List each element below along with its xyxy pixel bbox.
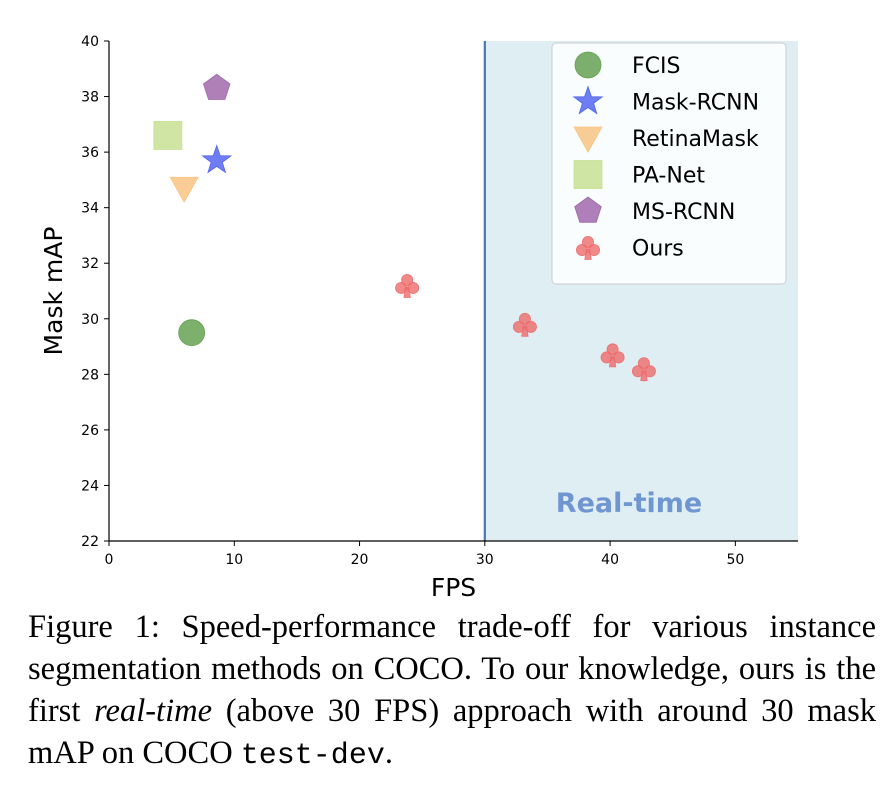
axes-layer: 0 10 20 30 40 50 22 24 26 28 30 32 34 36 38 40 FPS Mask m… <box>39 34 798 602</box>
data-point-pentagon <box>202 73 231 101</box>
x-tick-label: 40 <box>601 552 619 568</box>
y-tick-label: 36 <box>81 145 99 161</box>
legend-label: Mask-RCNN <box>632 91 759 116</box>
data-point-square <box>153 120 183 150</box>
legend-label: Ours <box>632 237 684 262</box>
caption-emphasis: real-time <box>94 693 213 729</box>
x-tick-label: 20 <box>351 552 369 568</box>
realtime-region-label: Real-time <box>556 488 702 519</box>
x-tick-label: 0 <box>105 552 114 568</box>
caption-text-3: . <box>384 735 393 771</box>
y-tick-label: 38 <box>81 90 99 106</box>
y-tick-label: 28 <box>81 367 99 383</box>
legend-label: FCIS <box>632 54 680 79</box>
legend-marker-circle <box>574 51 602 79</box>
data-point-triangle-down <box>169 176 199 203</box>
legend-label: MS-RCNN <box>632 200 735 225</box>
x-tick-label: 10 <box>225 552 243 568</box>
x-tick-label: 50 <box>726 552 744 568</box>
y-tick-label: 24 <box>81 478 99 494</box>
caption-code: test-dev <box>240 739 385 773</box>
x-axis-title: FPS <box>431 573 476 602</box>
legend: FCIS Mask-RCNN RetinaMask PA-Net MS-RCNN Ours <box>551 42 787 285</box>
y-tick-label: 40 <box>81 34 99 50</box>
speed-accuracy-chart: Real-time 0 10 20 30 40 50 22 24 26 28 30 32 34 36 38 4… <box>39 34 798 602</box>
x-tick-label: 30 <box>476 552 494 568</box>
figure-caption: Figure 1: Speed-performance trade-off fo… <box>28 606 876 777</box>
y-tick-label: 30 <box>81 312 99 328</box>
y-axis-title: Mask mAP <box>39 227 68 356</box>
y-tick-label: 32 <box>81 256 99 272</box>
data-point-star <box>201 144 232 174</box>
y-tick-label: 22 <box>81 534 99 550</box>
legend-label: RetinaMask <box>632 127 759 152</box>
legend-box <box>551 42 787 285</box>
legend-marker-square <box>573 160 603 189</box>
caption-text-1: Figure 1: Speed-performance trade-off fo… <box>28 609 876 729</box>
data-point-circle <box>178 319 206 347</box>
y-tick-label: 34 <box>81 201 99 217</box>
caption-text-2: (above 30 FPS) approach with around 30 m… <box>28 693 876 771</box>
data-point-club <box>395 273 420 298</box>
y-tick-label: 26 <box>81 423 99 439</box>
legend-label: PA-Net <box>632 164 705 189</box>
